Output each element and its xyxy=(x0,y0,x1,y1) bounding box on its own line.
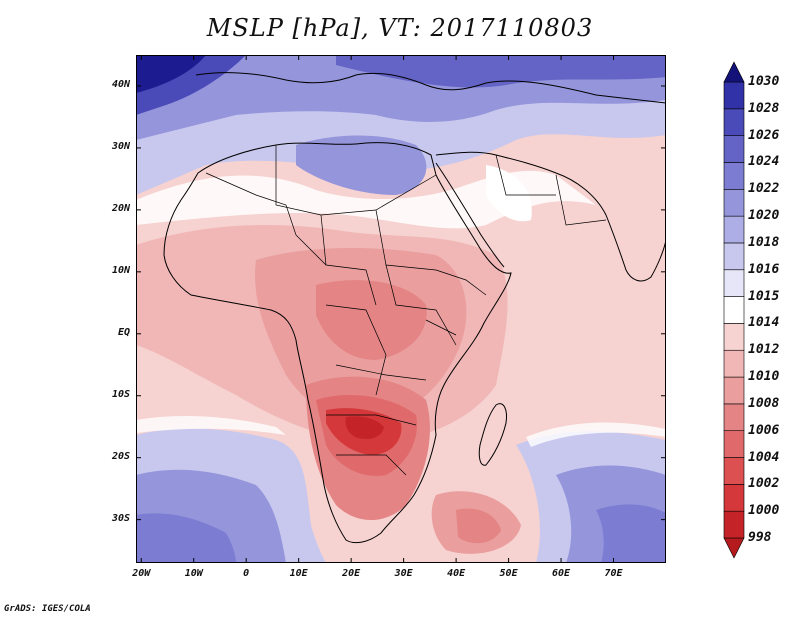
lon-label-30e: 30E xyxy=(394,568,413,579)
pressure-band-1006-central xyxy=(316,280,427,360)
colorbar-bin-1008 xyxy=(723,376,745,405)
pressure-band-1000-south xyxy=(345,416,384,439)
colorbar-label-1012: 1012 xyxy=(748,342,780,358)
colorbar-label-1008: 1008 xyxy=(748,395,780,411)
africa-coastline xyxy=(163,142,512,544)
colorbar-bin-1024 xyxy=(723,135,745,163)
lon-label-40e: 40E xyxy=(447,568,466,579)
colorbar-label-1002: 1002 xyxy=(748,476,780,492)
lon-label-70e: 70E xyxy=(604,568,623,579)
colorbar-bin-1018 xyxy=(723,215,745,244)
pressure-band-1014-arabia xyxy=(486,165,532,222)
lat-label-30s: 30S xyxy=(111,512,130,524)
credit-text: GrADS: IGES/COLA xyxy=(4,604,91,614)
colorbar-label-1024: 1024 xyxy=(748,154,780,170)
colorbar-label-998: 998 xyxy=(748,530,772,545)
pressure-band-1024-east xyxy=(336,55,666,88)
colorbar-label-1028: 1028 xyxy=(748,100,780,116)
chart-title: MSLP [hPa], VT: 2017110803 xyxy=(206,14,594,42)
colorbar-label-1016: 1016 xyxy=(748,261,780,277)
colorbar-bin-1026 xyxy=(723,108,745,136)
colorbar-label-1004: 1004 xyxy=(748,449,780,465)
lat-label-eq: EQ xyxy=(117,326,130,338)
pressure-band-1030-north xyxy=(136,55,206,93)
mslp-map xyxy=(136,55,666,563)
lon-label-20w: 20W xyxy=(132,568,151,579)
lon-label-0: 0 xyxy=(243,568,250,579)
colorbar-label-1015: 1015 xyxy=(748,288,780,304)
colorbar-label-1000: 1000 xyxy=(748,503,780,519)
colorbar-bin-1022 xyxy=(723,162,745,190)
map-ticks xyxy=(136,55,666,563)
colorbar xyxy=(723,61,745,559)
lat-label-40n: 40N xyxy=(111,78,130,90)
lon-label-10w: 10W xyxy=(184,568,203,579)
colorbar-bin-1014 xyxy=(723,296,745,324)
colorbar-label-1018: 1018 xyxy=(748,234,780,250)
pressure-band-1022-southwest xyxy=(136,513,236,563)
pressure-band-1022-southeast xyxy=(596,504,666,563)
red-sea-coastline xyxy=(435,162,505,268)
colorbar-label-1026: 1026 xyxy=(748,127,780,143)
lat-label-20s: 20S xyxy=(111,450,130,462)
country-borders xyxy=(205,145,607,476)
colorbar-bin-998 xyxy=(723,510,745,539)
colorbar-label-1014: 1014 xyxy=(748,315,780,331)
colorbar-bin-above-1030 xyxy=(723,61,745,83)
lon-label-50e: 50E xyxy=(499,568,518,579)
colorbar-label-1030: 1030 xyxy=(748,74,780,89)
colorbar-label-1006: 1006 xyxy=(748,422,780,438)
pressure-band-1018-sahara xyxy=(296,135,427,195)
lat-label-10s: 10S xyxy=(111,388,130,400)
colorbar-bin-1002 xyxy=(723,457,745,485)
lon-label-60e: 60E xyxy=(552,568,571,579)
pressure-band-1014-north xyxy=(136,170,596,229)
lon-label-20e: 20E xyxy=(342,568,361,579)
colorbar-bin-1015 xyxy=(723,269,745,297)
pressure-band-1006-madagascar xyxy=(456,508,501,544)
colorbar-label-1010: 1010 xyxy=(748,369,780,385)
colorbar-bin-1006 xyxy=(723,403,745,432)
pressure-band-1014-southeast xyxy=(526,422,666,447)
lon-label-10e: 10E xyxy=(289,568,308,579)
colorbar-bin-1010 xyxy=(723,349,745,378)
madagascar-coastline xyxy=(478,403,507,466)
lat-label-20n: 20N xyxy=(111,202,130,214)
map-frame xyxy=(136,55,666,563)
colorbar-bin-1004 xyxy=(723,430,745,458)
pressure-band-1014-south xyxy=(136,415,286,435)
colorbar-label-1020: 1020 xyxy=(748,208,780,224)
lat-label-10n: 10N xyxy=(111,264,130,276)
colorbar-bin-1016 xyxy=(723,242,745,271)
mediterranean-coastline xyxy=(195,72,666,104)
colorbar-label-1022: 1022 xyxy=(748,181,780,197)
colorbar-bin-below-998 xyxy=(723,537,745,559)
colorbar-bin-1028 xyxy=(723,81,745,110)
colorbar-bin-1020 xyxy=(723,188,745,217)
colorbar-bin-1012 xyxy=(723,323,745,351)
lat-label-30n: 30N xyxy=(111,140,130,152)
colorbar-bin-1000 xyxy=(723,484,745,512)
